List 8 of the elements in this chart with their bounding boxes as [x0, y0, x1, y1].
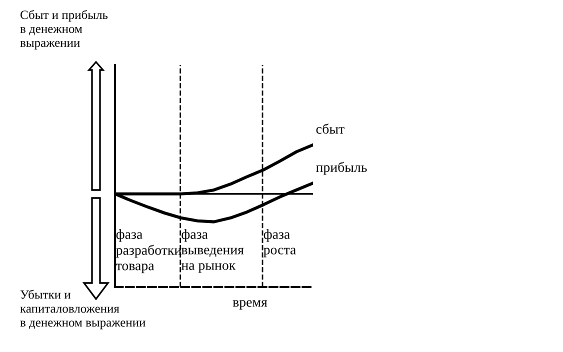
text: Сбыт и прибыль в денежном выражении: [20, 10, 108, 50]
text: Убытки и капиталовложения в денежном выражении: [20, 290, 146, 330]
text: время: [232, 300, 268, 310]
text: фаза разработки товара: [116, 229, 182, 274]
text: фаза выведения на рынок: [181, 229, 244, 273]
series-label: прибыль: [316, 162, 367, 175]
series-label: сбыт: [316, 124, 344, 134]
text: фаза роста: [264, 229, 296, 258]
